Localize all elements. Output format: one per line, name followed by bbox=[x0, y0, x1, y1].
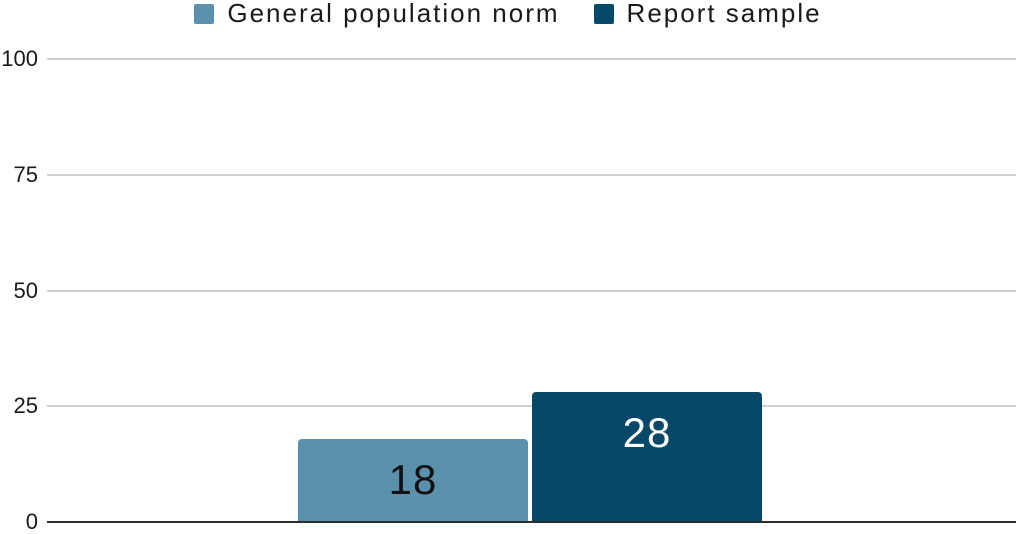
bar-value-label-report-sample: 28 bbox=[622, 409, 672, 457]
legend-item-general-population-norm: General population norm bbox=[194, 0, 559, 29]
gridline bbox=[47, 58, 1016, 60]
y-tick-label: 75 bbox=[13, 161, 38, 187]
bar-value-label-general-population-norm: 18 bbox=[388, 455, 438, 503]
legend-item-report-sample: Report sample bbox=[593, 0, 822, 29]
gridline bbox=[47, 289, 1016, 292]
y-tick-label: 100 bbox=[1, 46, 38, 71]
bar-report-sample: 28 bbox=[532, 392, 762, 522]
legend-swatch-general-population-norm bbox=[194, 3, 215, 24]
chart-legend: General population norm Report sample bbox=[0, 0, 1016, 29]
y-tick-label: 0 bbox=[25, 509, 38, 534]
legend-label-report-sample: Report sample bbox=[626, 0, 822, 28]
y-tick-label: 25 bbox=[13, 393, 38, 419]
gridline bbox=[47, 173, 1016, 176]
bar-general-population-norm: 18 bbox=[298, 438, 528, 522]
y-tick-label: 50 bbox=[13, 277, 38, 303]
x-axis-line bbox=[47, 521, 1016, 523]
legend-swatch-report-sample bbox=[593, 3, 614, 24]
legend-label-general-population-norm: General population norm bbox=[227, 0, 560, 28]
gridline bbox=[47, 405, 1016, 408]
